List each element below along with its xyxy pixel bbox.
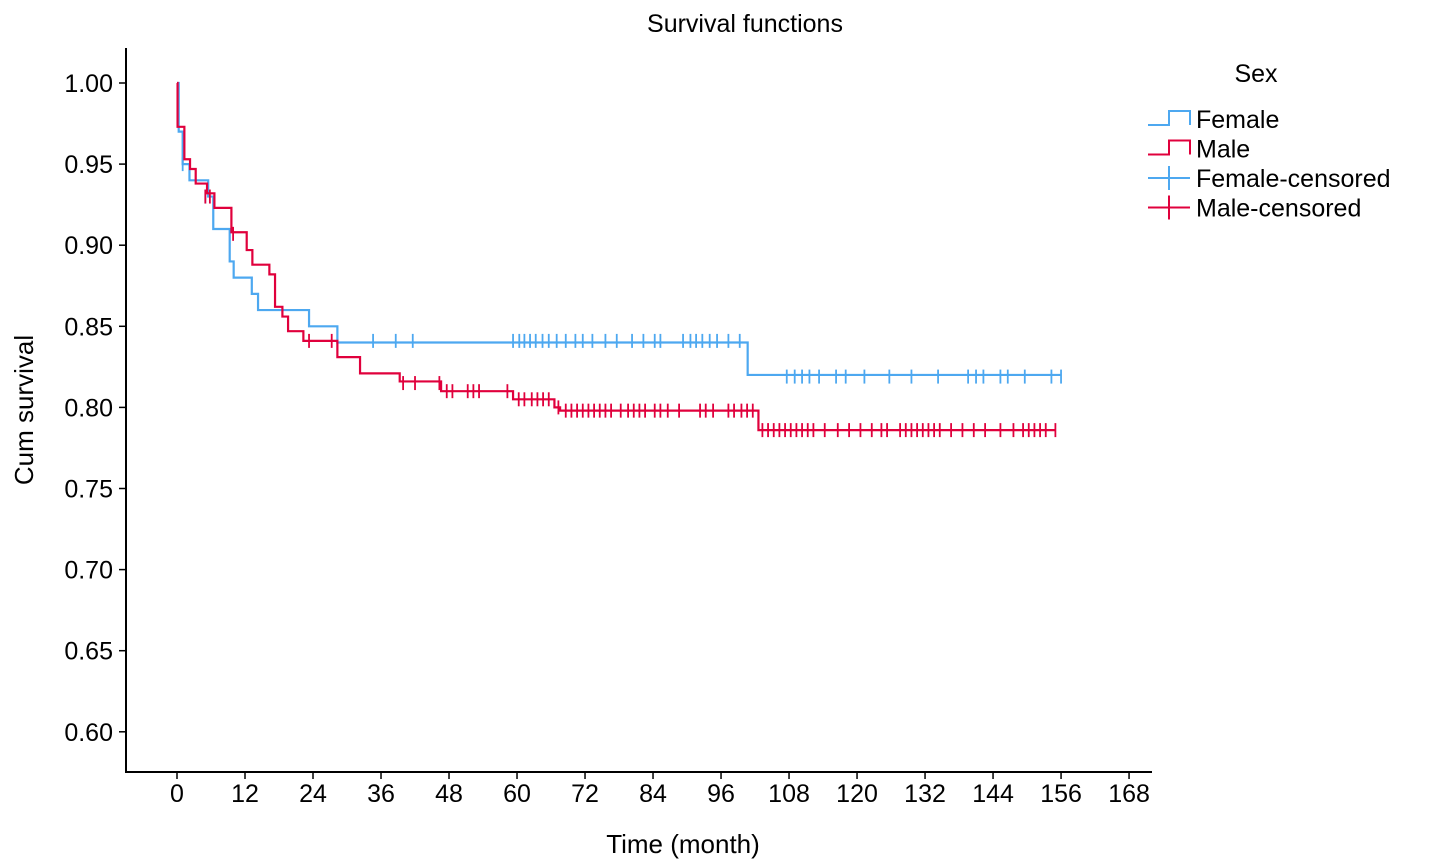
- y-tick-label: 0.85: [64, 313, 113, 341]
- x-axis-ticks: 0 12 24 36 48 60 72 84 96 108 120 132 144 156 168: [170, 772, 1150, 808]
- y-tick-label: 0.60: [64, 719, 113, 747]
- x-tick-label: 144: [972, 780, 1014, 808]
- y-tick-label: 0.65: [64, 638, 113, 666]
- x-tick-label: 48: [435, 780, 463, 808]
- y-tick-label: 1.00: [64, 70, 113, 98]
- legend-step-swatch: [1148, 139, 1191, 156]
- x-tick-label: 12: [231, 780, 259, 808]
- legend-item-male: Male: [1148, 136, 1250, 164]
- series-layer: [176, 81, 1062, 438]
- x-tick-label: 84: [639, 780, 667, 808]
- x-tick-label: 168: [1108, 780, 1150, 808]
- legend-step-swatch: [1148, 110, 1191, 126]
- y-axis-title: Cum survival: [9, 335, 39, 485]
- legend-label: Male-censored: [1196, 195, 1361, 223]
- legend: Sex FemaleMaleFemale-censoredMale-censor…: [1148, 60, 1391, 223]
- series-female: [177, 81, 1062, 384]
- legend-title: Sex: [1234, 60, 1278, 88]
- y-axis-ticks: 0.60 0.65 0.70 0.75 0.80 0.85 0.90 0.95 1.00: [64, 70, 126, 747]
- plot-area: 0 12 24 36 48 60 72 84 96 108 120 132 144 156 168 0.60…: [64, 48, 1152, 808]
- chart-title: Survival functions: [647, 10, 843, 38]
- male-survival-line: [176, 81, 1056, 432]
- legend-item-male-censored: Male-censored: [1148, 195, 1361, 223]
- legend-label: Female: [1196, 106, 1279, 134]
- x-tick-label: 72: [571, 780, 599, 808]
- x-tick-label: 60: [503, 780, 531, 808]
- x-tick-label: 156: [1040, 780, 1082, 808]
- legend-item-female-censored: Female-censored: [1148, 165, 1391, 193]
- legend-item-female: Female: [1148, 106, 1279, 134]
- series-male: [176, 81, 1057, 438]
- y-tick-label: 0.80: [64, 394, 113, 422]
- y-tick-label: 0.70: [64, 557, 113, 585]
- legend-label: Male: [1196, 136, 1250, 164]
- x-tick-label: 24: [299, 780, 327, 808]
- x-tick-label: 96: [707, 780, 735, 808]
- x-tick-label: 0: [170, 780, 184, 808]
- x-tick-label: 36: [367, 780, 395, 808]
- female-survival-line: [177, 81, 1062, 377]
- y-tick-label: 0.95: [64, 151, 113, 179]
- y-tick-label: 0.75: [64, 476, 113, 504]
- x-tick-label: 132: [904, 780, 946, 808]
- x-axis-title: Time (month): [606, 829, 760, 859]
- x-tick-label: 120: [836, 780, 878, 808]
- y-tick-label: 0.90: [64, 232, 113, 260]
- x-tick-label: 108: [768, 780, 810, 808]
- legend-label: Female-censored: [1196, 165, 1391, 193]
